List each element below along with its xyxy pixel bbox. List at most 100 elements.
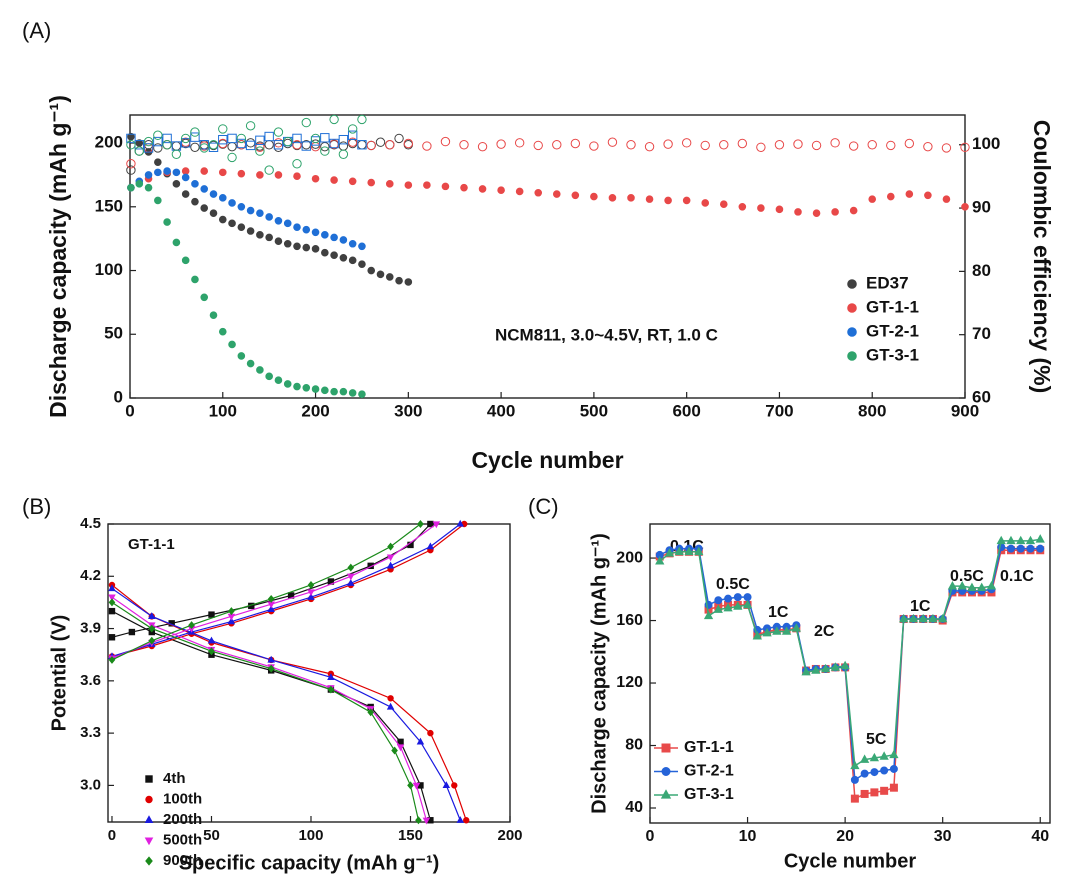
efficiency-point — [375, 137, 386, 147]
curve-point — [108, 655, 116, 664]
legend-label: 900th — [163, 852, 202, 869]
efficiency-point — [329, 138, 339, 149]
rate-point — [743, 593, 752, 602]
rate-point — [977, 582, 987, 592]
efficiency-point — [171, 141, 182, 151]
efficiency-point — [347, 137, 358, 147]
capacity-point — [200, 167, 209, 175]
efficiency-point — [329, 114, 339, 125]
capacity-point — [358, 242, 366, 251]
rate-point — [938, 613, 948, 623]
efficiency-point — [960, 142, 970, 152]
efficiency-point — [153, 143, 163, 153]
curve-point — [412, 782, 421, 790]
y2-tick-label: 60 — [972, 387, 991, 406]
efficiency-point — [923, 141, 933, 152]
efficiency-point — [292, 133, 302, 144]
capacity-point — [497, 186, 505, 195]
y-axis-label: Potential (V) — [48, 615, 70, 732]
efficiency-point — [607, 137, 618, 147]
rate-point — [801, 666, 811, 676]
capacity-point — [404, 181, 413, 189]
curve-point — [188, 621, 195, 630]
rate-point — [850, 760, 860, 770]
y-tick-label: 3.0 — [80, 776, 101, 793]
capacity-point — [738, 202, 747, 211]
legend-label: ED37 — [866, 273, 909, 292]
capacity-point — [154, 158, 162, 166]
x-tick-label: 100 — [298, 827, 323, 844]
plot-frame — [649, 523, 1051, 824]
rate-point — [752, 631, 762, 640]
efficiency-point — [394, 133, 404, 144]
efficiency-point — [719, 140, 729, 150]
curve-point — [267, 655, 275, 663]
capacity-point — [302, 243, 311, 252]
efficiency-point — [338, 134, 349, 145]
efficiency-point — [180, 138, 191, 148]
capacity-point — [719, 200, 728, 209]
capacity-point — [172, 180, 181, 188]
legend-marker — [144, 815, 154, 824]
curve-point — [208, 647, 215, 656]
rate-point — [733, 601, 743, 610]
curve-point — [108, 598, 116, 607]
capacity-point — [218, 168, 227, 177]
capacity-point — [154, 168, 162, 177]
capacity-point — [886, 192, 895, 201]
capacity-point — [163, 167, 171, 175]
rate-point — [655, 556, 665, 565]
capacity-point — [209, 190, 218, 198]
curve-point — [327, 685, 335, 694]
x-tick-label: 100 — [209, 401, 237, 420]
rate-point — [820, 663, 831, 673]
legend-label: GT-2-1 — [684, 763, 734, 780]
panel-label: (A) — [22, 18, 51, 43]
capacity-point — [144, 183, 153, 192]
efficiency-point — [301, 141, 311, 151]
legend-marker — [144, 837, 154, 846]
capacity-point — [172, 238, 181, 247]
capacity-point — [246, 359, 255, 368]
rate-point — [889, 764, 898, 773]
capacity-point — [311, 385, 320, 393]
rate-point — [684, 546, 694, 556]
efficiency-point — [700, 140, 710, 151]
rate-point — [694, 546, 704, 556]
curve — [111, 610, 431, 821]
panel-label: (B) — [22, 494, 51, 519]
capacity-point — [812, 209, 821, 217]
y-tick-label: 120 — [616, 674, 643, 691]
legend-label: GT-1-1 — [866, 297, 919, 316]
curve-point — [387, 695, 394, 702]
curve-point — [267, 594, 275, 603]
y-axis-label: Discharge capacity (mAh g⁻¹) — [45, 95, 71, 418]
legend-marker — [661, 743, 671, 753]
legend-marker — [145, 856, 153, 866]
curve-point — [367, 708, 375, 717]
x-tick-label: 50 — [203, 827, 220, 844]
y-tick-label: 50 — [104, 324, 123, 343]
rate-label: 2C — [814, 623, 835, 640]
efficiency-point — [403, 138, 414, 149]
legend-label: GT-3-1 — [684, 786, 734, 803]
capacity-point — [265, 213, 273, 221]
rate-label: 0.5C — [716, 576, 750, 593]
panel-label: (C) — [528, 494, 559, 519]
efficiency-point — [496, 139, 506, 149]
curve — [111, 523, 465, 658]
efficiency-point — [264, 165, 274, 175]
capacity-point — [283, 219, 292, 228]
capacity-point — [237, 352, 246, 360]
legend-label: GT-1-1 — [684, 739, 734, 756]
efficiency-point — [811, 140, 822, 151]
capacity-point — [191, 275, 199, 284]
capacity-point — [924, 191, 932, 200]
efficiency-point — [681, 138, 692, 148]
efficiency-point — [245, 121, 256, 131]
plot-frame — [107, 523, 511, 823]
efficiency-point — [255, 142, 265, 152]
capacity-point — [515, 187, 524, 196]
capacity-point — [849, 206, 858, 215]
x-tick-label: 10 — [739, 828, 757, 845]
